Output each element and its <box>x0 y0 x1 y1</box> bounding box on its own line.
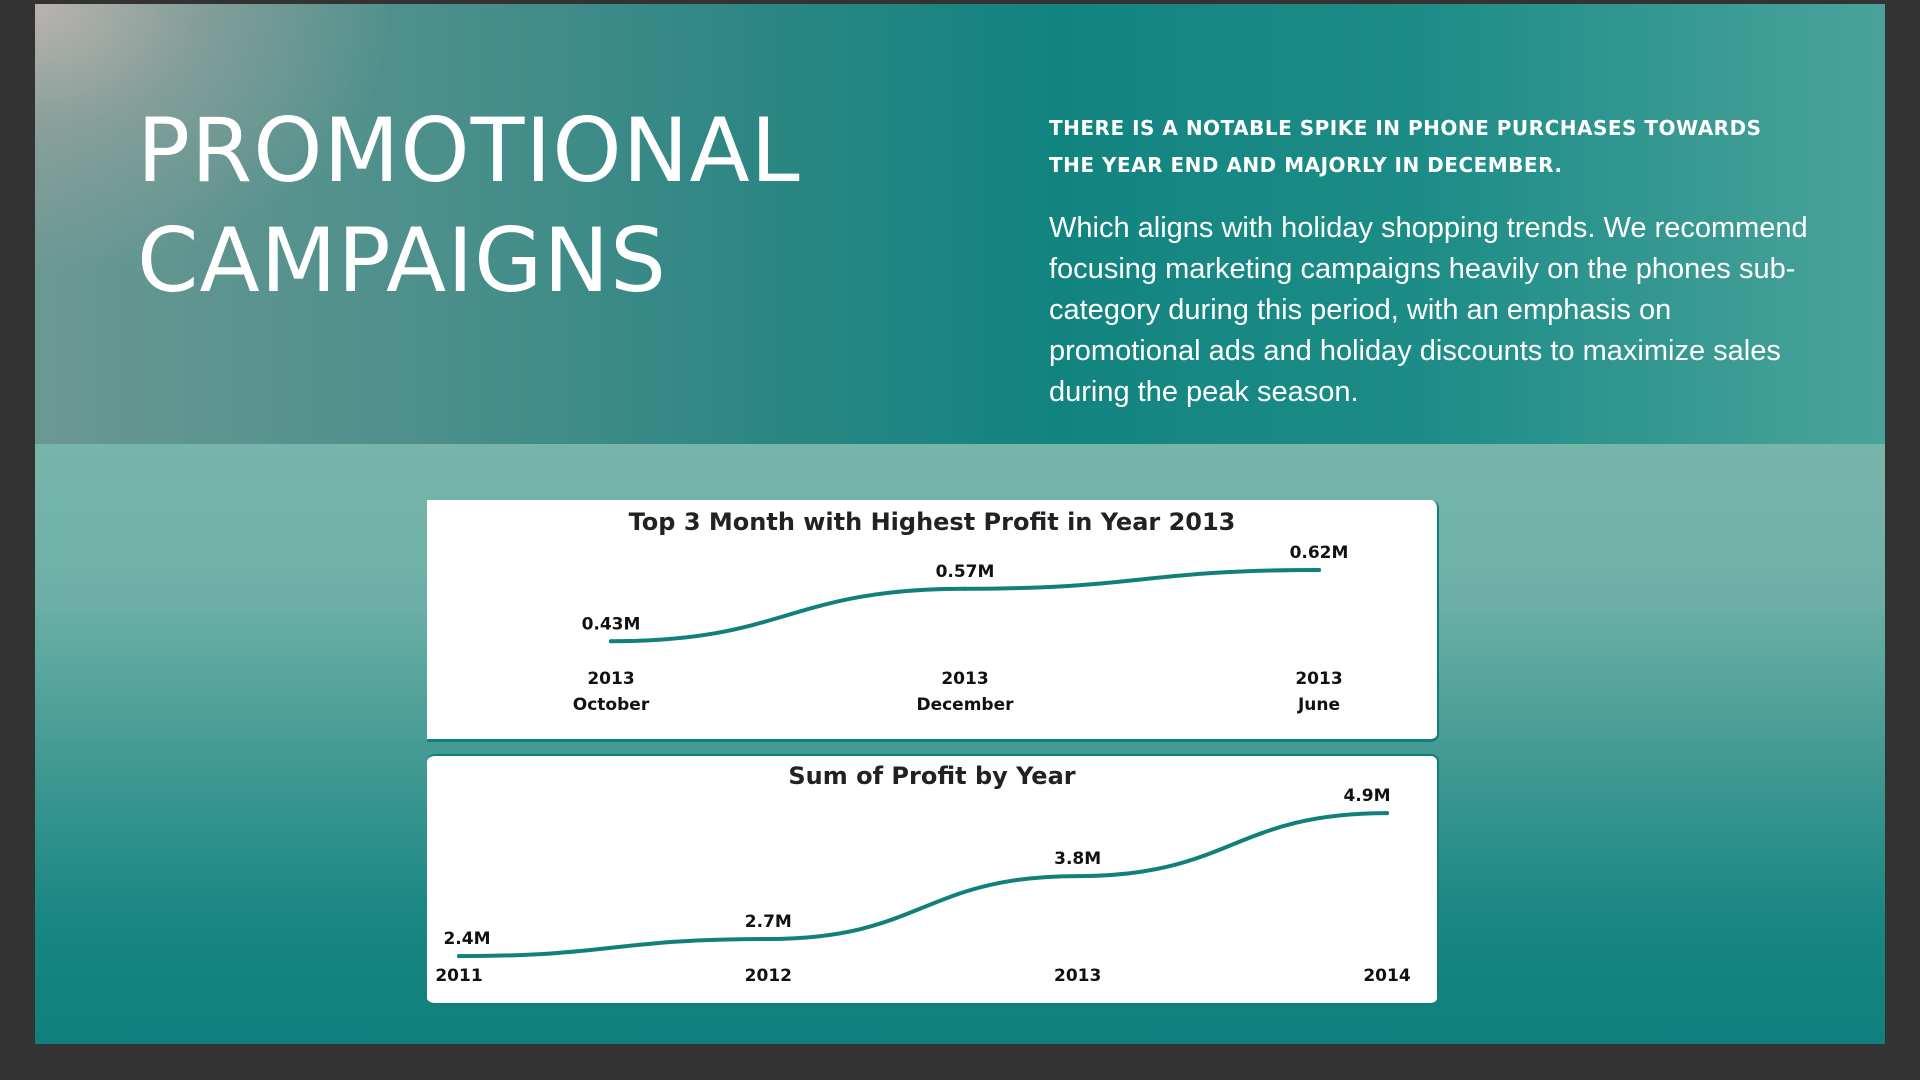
x-tick-label: 2011 <box>435 966 482 986</box>
data-point <box>766 936 771 941</box>
body-text: Which aligns with holiday shopping trend… <box>1049 212 1808 408</box>
slide-title-line-2: CAMPAIGNS <box>137 209 668 312</box>
slide: PROMOTIONAL CAMPAIGNS There is a notable… <box>35 4 1885 1044</box>
x-tick-label: 2013 <box>1054 966 1101 986</box>
chart-title: Top 3 Month with Highest Profit in Year … <box>629 508 1236 536</box>
data-label: 0.57M <box>936 562 995 582</box>
data-point <box>1385 811 1389 816</box>
x-tick-label-year: 2013 <box>941 669 988 689</box>
slide-title-line-1: PROMOTIONAL <box>137 99 801 202</box>
slide-title: PROMOTIONAL CAMPAIGNS <box>137 96 801 316</box>
x-tick-label: 2012 <box>745 966 792 986</box>
data-label: 4.9M <box>1343 786 1390 806</box>
top-months-line-chart: Top 3 Month with Highest Profit in Year … <box>573 508 1349 715</box>
chart-title: Sum of Profit by Year <box>788 762 1075 790</box>
x-tick-label-year: 2013 <box>1295 669 1342 689</box>
data-label: 0.43M <box>582 614 641 634</box>
headline-text: There is a notable spike in phone purcha… <box>1049 116 1762 177</box>
data-label: 2.7M <box>745 912 792 932</box>
x-tick-label-month: October <box>573 695 650 715</box>
data-label: 3.8M <box>1054 849 1101 869</box>
data-point <box>457 954 461 959</box>
header-band <box>35 4 1885 444</box>
x-tick-label-year: 2013 <box>587 669 634 689</box>
profit-by-year-chart-card: Sum of Profit by Year 2.4M 2011 2.7M 2012 3.… <box>427 754 1439 1006</box>
series-line <box>457 811 1389 959</box>
data-point <box>1075 874 1080 879</box>
top-months-chart-card: Top 3 Month with Highest Profit in Year … <box>427 500 1439 742</box>
data-label: 2.4M <box>443 929 490 949</box>
x-tick-label-month: June <box>1297 695 1340 715</box>
data-label: 0.62M <box>1290 543 1349 563</box>
data-point <box>609 639 613 644</box>
x-tick-label: 2014 <box>1363 966 1410 986</box>
profit-by-year-line-chart: Sum of Profit by Year 2.4M 2011 2.7M 2012 3.… <box>435 762 1410 986</box>
x-tick-label-month: December <box>916 695 1014 715</box>
data-point <box>963 586 967 591</box>
data-point <box>1317 568 1321 572</box>
